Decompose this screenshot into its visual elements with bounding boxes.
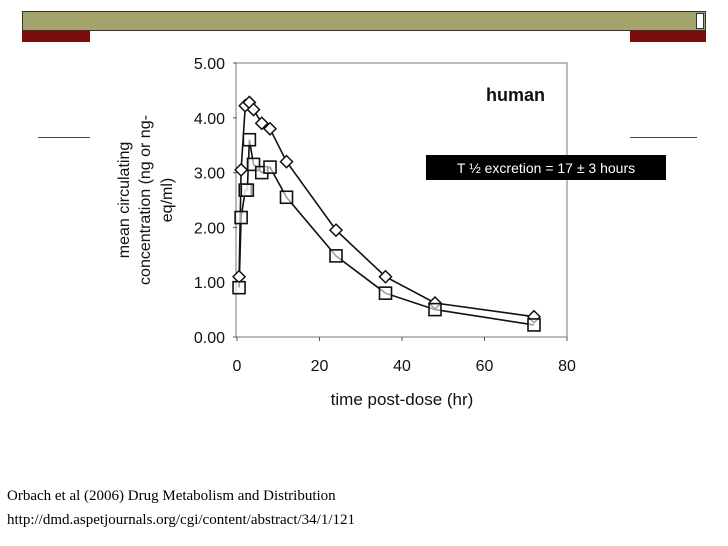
title-bar-band — [22, 11, 706, 31]
accent-block-small — [698, 31, 706, 42]
data-point-diamond — [262, 121, 278, 136]
data-point-square — [263, 160, 277, 174]
citation-url: http://dmd.aspetjournals.org/cgi/content… — [7, 512, 355, 528]
data-point-square — [232, 280, 246, 295]
data-point-square — [242, 132, 257, 147]
y-tick-label: 3.00 — [194, 166, 225, 183]
x-tick-label: 80 — [558, 358, 576, 375]
data-point-square — [378, 286, 393, 300]
title-bar-corner-box — [696, 13, 704, 29]
data-point-square — [428, 302, 442, 317]
data-point-diamond — [234, 162, 249, 177]
x-tick-label: 60 — [476, 358, 494, 375]
x-tick-label: 40 — [393, 358, 411, 375]
y-tick-label: 5.00 — [194, 56, 225, 73]
y-axis-label-line3: eq/ml) — [159, 178, 176, 222]
data-point-diamond — [279, 154, 294, 169]
data-point-diamond — [254, 116, 269, 131]
y-tick-label: 0.00 — [194, 330, 225, 347]
divider-right — [630, 137, 697, 138]
chart-title: human — [486, 85, 545, 105]
accent-block-left — [22, 31, 90, 42]
x-axis-label: time post-dose (hr) — [331, 390, 474, 409]
series-line-diamond — [238, 101, 535, 318]
citation-reference: Orbach et al (2006) Drug Metabolism and … — [7, 488, 336, 504]
accent-block-right — [630, 31, 698, 42]
data-point-diamond — [246, 102, 261, 117]
x-tick-label: 20 — [311, 358, 329, 375]
y-tick-label: 2.00 — [194, 220, 225, 237]
half-life-annotation: T ½ excretion = 17 ± 3 hours — [426, 155, 666, 180]
data-point-square — [240, 183, 255, 197]
data-point-square — [329, 249, 343, 263]
y-tick-label: 1.00 — [194, 275, 225, 292]
y-axis-label-line1: mean circulating — [116, 142, 133, 259]
data-point-diamond — [328, 223, 344, 238]
data-point-square — [279, 190, 294, 205]
x-tick-label: 0 — [233, 358, 242, 375]
y-tick-label: 4.00 — [194, 111, 225, 128]
divider-left — [38, 137, 90, 138]
y-axis-label-line2: concentration (ng or ng- — [137, 115, 154, 285]
data-point-square — [234, 210, 248, 225]
data-point-square — [527, 318, 541, 332]
data-point-diamond — [378, 269, 393, 284]
